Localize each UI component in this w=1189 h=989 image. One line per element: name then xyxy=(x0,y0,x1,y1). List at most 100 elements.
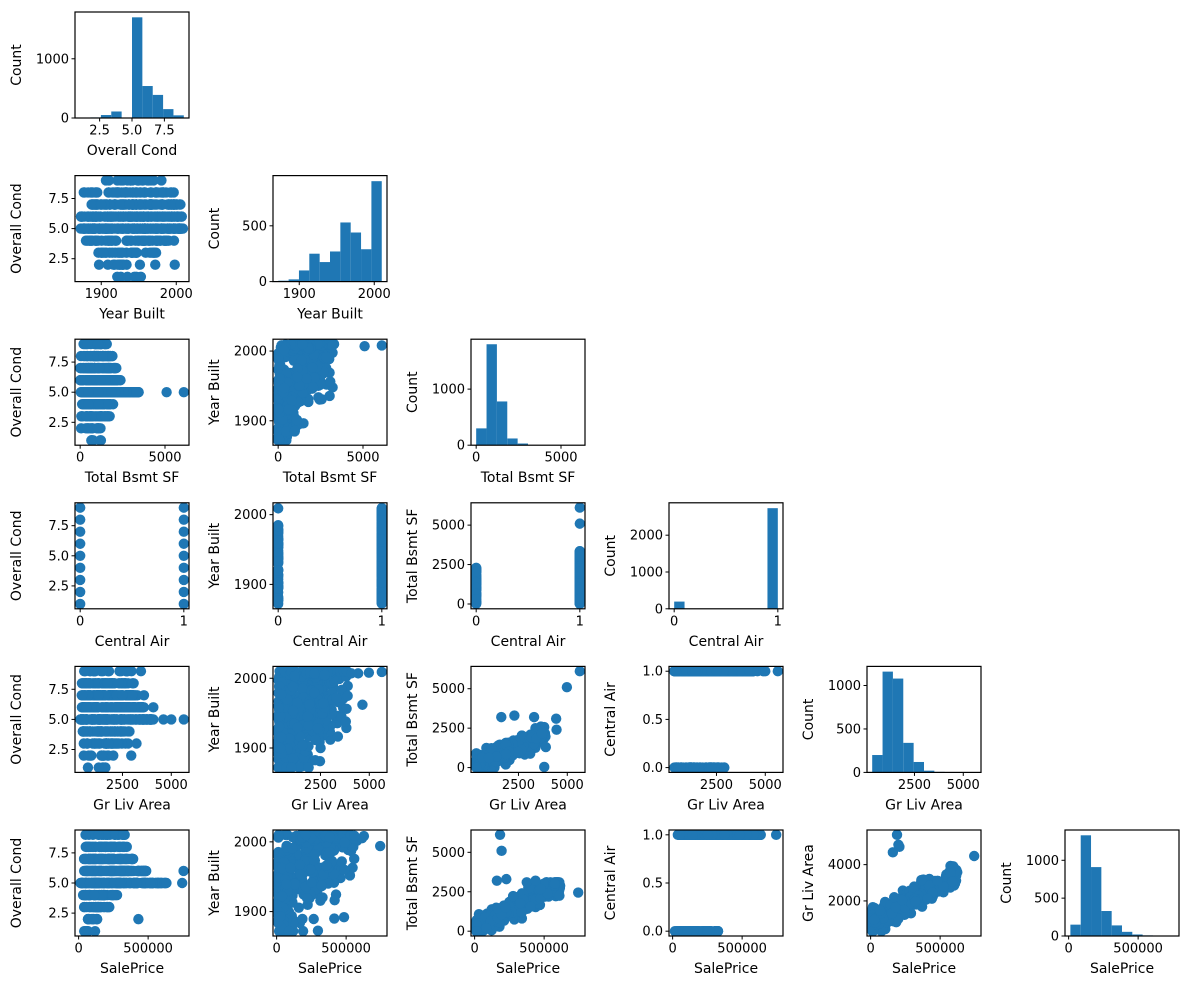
x-axis-label: Total Bsmt SF xyxy=(282,470,378,486)
y-tick-label: 1000 xyxy=(1026,854,1059,869)
x-axis-label: Total Bsmt SF xyxy=(480,470,576,486)
y-tick-label: 1000 xyxy=(36,52,69,67)
plot-box xyxy=(272,829,388,937)
y-axis-label: Count xyxy=(9,44,25,86)
y-tick-label: 5000 xyxy=(432,519,465,534)
y-tick-label: 1900 xyxy=(234,414,267,429)
y-tick-label: 7.5 xyxy=(48,846,69,861)
y-tick-label: 2.5 xyxy=(48,743,69,758)
y-tick-label: 7.5 xyxy=(48,356,69,371)
plot-box xyxy=(272,338,388,446)
x-tick-label: 2500 xyxy=(898,778,931,793)
panel-year-built-vs-overall-cond: 1900 2000 2.5 5.0 7.5 Year Built Overall Cond xyxy=(9,175,193,323)
y-tick-label: 2.5 xyxy=(48,907,69,922)
histogram-bars xyxy=(872,671,976,773)
y-axis-label: Count xyxy=(405,371,421,413)
x-tick-label: 1 xyxy=(576,614,584,629)
scatter-points xyxy=(471,830,584,936)
histogram-bars xyxy=(476,344,580,446)
x-tick-label: 0 xyxy=(76,614,84,629)
scatter-points xyxy=(471,502,585,609)
scatter-points xyxy=(273,502,387,609)
panel-hist-central-air: 0 1 0 1000 2000 Central Air Count xyxy=(603,502,784,650)
y-tick-label: 5000 xyxy=(432,846,465,861)
x-tick-label: 1 xyxy=(180,614,188,629)
y-axis-label: Count xyxy=(801,698,817,740)
y-tick-label: 500 xyxy=(242,219,267,234)
y-tick-label: 2000 xyxy=(234,672,267,687)
y-tick-label: 0 xyxy=(457,925,465,940)
x-tick-label: 0 xyxy=(274,614,282,629)
y-axis-label: Count xyxy=(207,207,223,249)
x-tick-label: 500000 xyxy=(321,942,371,957)
y-tick-label: 4000 xyxy=(828,858,861,873)
x-axis-label: Gr Liv Area xyxy=(885,797,963,813)
x-tick-label: 500000 xyxy=(915,942,965,957)
scatter-points xyxy=(669,830,782,936)
x-tick-label: 5000 xyxy=(551,778,584,793)
y-axis-label: Overall Cond xyxy=(9,674,25,765)
x-tick-label: 500000 xyxy=(1113,942,1163,957)
scatter-points xyxy=(669,666,783,773)
x-tick-label: 2500 xyxy=(106,778,139,793)
y-tick-label: 1900 xyxy=(234,578,267,593)
panel-gr-liv-area-vs-central-air: 2500 5000 0.0 0.5 1.0 Gr Liv Area Central Air xyxy=(603,665,784,813)
y-tick-label: 1000 xyxy=(630,565,663,580)
x-axis-label: Gr Liv Area xyxy=(489,797,567,813)
y-tick-label: 2.5 xyxy=(48,416,69,431)
panel-central-air-vs-year-built: 0 1 1900 2000 Central Air Year Built xyxy=(207,502,388,650)
y-axis-label: Overall Cond xyxy=(9,511,25,602)
histogram-bars xyxy=(674,508,778,609)
panel-hist-saleprice: 0 500000 0 500 1000 SalePrice Count xyxy=(999,829,1180,977)
panel-saleprice-vs-total-bsmt-sf: 0 500000 0 2500 5000 SalePrice Total Bsmt SF xyxy=(405,829,586,977)
y-axis-label: Gr Liv Area xyxy=(801,844,817,922)
y-tick-label: 2500 xyxy=(432,558,465,573)
x-tick-label: 2500 xyxy=(304,778,337,793)
y-axis-label: Central Air xyxy=(603,845,619,920)
panel-saleprice-vs-overall-cond: 0 500000 2.5 5.0 7.5 SalePrice Overall Cond xyxy=(9,829,190,977)
panel-gr-liv-area-vs-year-built: 2500 5000 1900 2000 Gr Liv Area Year Built xyxy=(207,665,388,813)
x-tick-label: 1 xyxy=(378,614,386,629)
scatter-points xyxy=(867,830,980,936)
panel-gr-liv-area-vs-overall-cond: 2500 5000 2.5 5.0 7.5 Gr Liv Area Overall Cond xyxy=(9,665,190,813)
x-tick-label: 1 xyxy=(774,614,782,629)
y-tick-label: 1900 xyxy=(234,741,267,756)
y-tick-label: 7.5 xyxy=(48,519,69,534)
x-axis-label: Year Built xyxy=(296,307,363,323)
y-tick-label: 1000 xyxy=(828,679,861,694)
y-tick-label: 500 xyxy=(1034,892,1059,907)
y-axis-label: Total Bsmt SF xyxy=(405,836,421,932)
x-axis-label: SalePrice xyxy=(1090,961,1154,977)
y-tick-label: 0.0 xyxy=(642,925,663,940)
y-tick-label: 0 xyxy=(853,766,861,781)
x-tick-label: 1900 xyxy=(85,287,118,302)
panel-gr-liv-area-vs-total-bsmt-sf: 2500 5000 0 2500 5000 Gr Liv Area Total Bsmt S… xyxy=(405,665,586,813)
plot-box xyxy=(470,665,586,774)
y-axis-label: Year Built xyxy=(207,850,223,917)
scatter-points xyxy=(273,339,387,446)
y-tick-label: 0.0 xyxy=(642,761,663,776)
x-tick-label: 0 xyxy=(470,942,478,957)
y-axis-label: Central Air xyxy=(603,682,619,757)
y-tick-label: 2000 xyxy=(234,508,267,523)
y-tick-label: 500 xyxy=(836,722,861,737)
y-tick-label: 0 xyxy=(259,275,267,290)
histogram-bars xyxy=(1070,835,1174,936)
y-tick-label: 1900 xyxy=(234,905,267,920)
y-tick-label: 5.0 xyxy=(48,877,69,892)
plot-box xyxy=(470,338,586,446)
x-tick-label: 0 xyxy=(472,614,480,629)
x-tick-label: 2.5 xyxy=(89,124,110,139)
y-tick-label: 7.5 xyxy=(48,192,69,207)
x-tick-label: 2500 xyxy=(700,778,733,793)
x-axis-label: SalePrice xyxy=(892,961,956,977)
panel-hist-total-bsmt-sf: 0 5000 0 1000 Total Bsmt SF Count xyxy=(405,338,586,486)
y-tick-label: 2.5 xyxy=(48,252,69,267)
y-tick-label: 2.5 xyxy=(48,579,69,594)
y-tick-label: 2500 xyxy=(432,885,465,900)
scatter-points xyxy=(75,339,189,446)
histogram-bars xyxy=(80,17,184,118)
x-tick-label: 0 xyxy=(74,942,82,957)
plot-box xyxy=(470,829,586,937)
